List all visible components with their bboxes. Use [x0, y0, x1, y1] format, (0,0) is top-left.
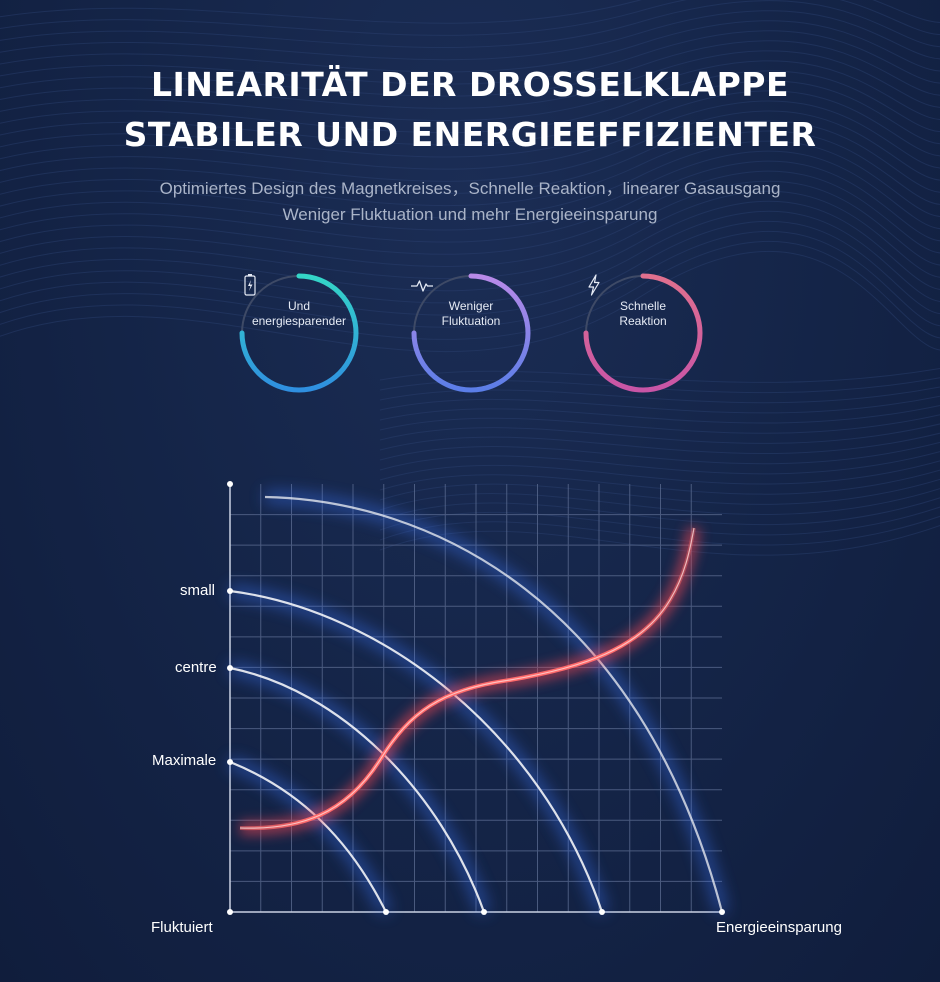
arc-small — [229, 589, 604, 913]
origin-dot — [227, 909, 233, 915]
x-label-end: Energieeinsparung — [716, 919, 842, 936]
x-dot-3 — [599, 909, 605, 915]
page-subtitle: Optimiertes Design des Magnetkreises，Sch… — [0, 176, 940, 228]
badge-ring — [239, 273, 359, 393]
badge-ring — [583, 273, 703, 393]
badge-label: Schnelle Reaktion — [619, 299, 667, 328]
y-axis-top-dot — [227, 481, 233, 487]
title-line-2: STABILER UND ENERGIEEFFIZIENTER — [123, 115, 817, 154]
throttle-linearity-curve — [239, 527, 696, 831]
badge-ring — [411, 273, 531, 393]
x-dot-1 — [383, 909, 389, 915]
badge-label: Und energiesparender — [251, 299, 347, 328]
battery-charging-icon — [244, 274, 256, 296]
y-label-small: small — [180, 582, 216, 599]
y-label-maximale: Maximale — [152, 752, 217, 769]
page-title: LINEARITÄT DER DROSSELKLAPPE STABILER UN… — [0, 60, 940, 160]
subtitle-line-2: Weniger Fluktuation und mehr Energieeins… — [282, 205, 658, 224]
badge-energy-saving: Und energiesparender — [238, 272, 360, 394]
badge-label: Weniger Fluktuation — [441, 299, 501, 328]
x-label-start: Fluktuiert — [151, 919, 213, 936]
arc-outer — [264, 495, 724, 913]
badge-less-fluctuation: Weniger Fluktuation — [410, 272, 532, 394]
x-dot-2 — [481, 909, 487, 915]
subtitle-line-1: Optimiertes Design des Magnetkreises，Sch… — [159, 179, 781, 198]
lightning-icon — [588, 274, 600, 296]
pulse-icon — [411, 280, 433, 292]
x-axis-end-dot — [719, 909, 725, 915]
y-dot-maximale — [227, 759, 233, 765]
y-dot-small — [227, 588, 233, 594]
title-line-1: LINEARITÄT DER DROSSELKLAPPE — [151, 65, 789, 104]
y-dot-centre — [227, 665, 233, 671]
y-label-centre: centre — [175, 659, 217, 676]
badge-fast-reaction: Schnelle Reaktion — [582, 272, 704, 394]
